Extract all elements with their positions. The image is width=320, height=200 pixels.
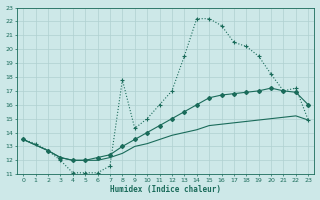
X-axis label: Humidex (Indice chaleur): Humidex (Indice chaleur) bbox=[110, 185, 221, 194]
